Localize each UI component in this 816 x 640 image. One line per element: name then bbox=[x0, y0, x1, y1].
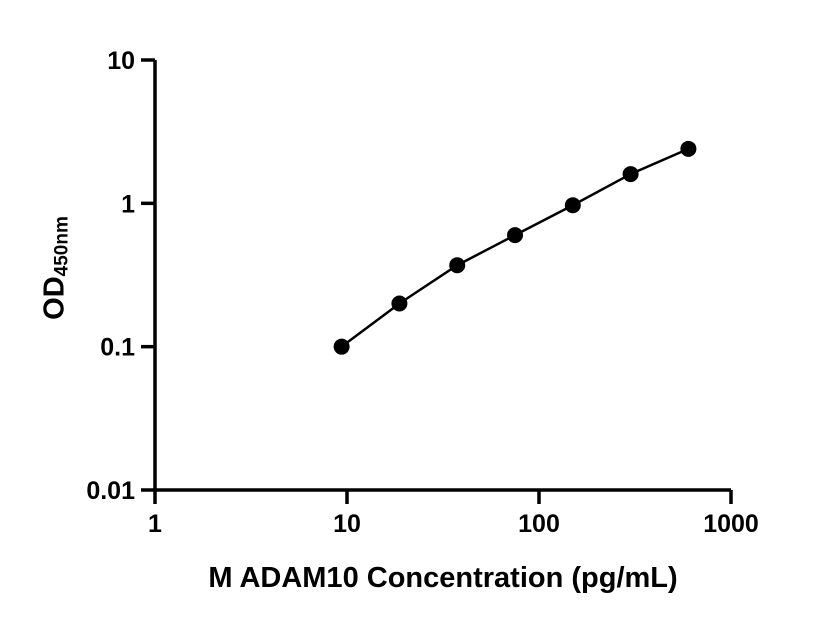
y-axis-title: OD450nm bbox=[38, 216, 73, 320]
data-point bbox=[391, 295, 408, 312]
data-point bbox=[507, 227, 524, 244]
y-tick-label: 0.1 bbox=[100, 334, 135, 362]
y-tick-label: 0.01 bbox=[86, 477, 135, 505]
data-point bbox=[333, 338, 350, 355]
x-axis-title: M ADAM10 Concentration (pg/mL) bbox=[208, 562, 678, 594]
y-tick-label: 1 bbox=[121, 190, 135, 218]
x-tick-label: 1 bbox=[148, 510, 162, 538]
data-point bbox=[680, 140, 697, 157]
x-tick-label: 1000 bbox=[703, 510, 759, 538]
data-point bbox=[564, 197, 581, 214]
y-tick-label: 10 bbox=[107, 47, 135, 75]
x-tick-label: 10 bbox=[333, 510, 361, 538]
y-axis-title-subscript: 450nm bbox=[51, 216, 73, 277]
x-tick-label: 100 bbox=[518, 510, 560, 538]
data-point bbox=[622, 166, 639, 183]
data-point bbox=[449, 257, 466, 274]
y-axis-title-main: OD bbox=[38, 276, 71, 320]
